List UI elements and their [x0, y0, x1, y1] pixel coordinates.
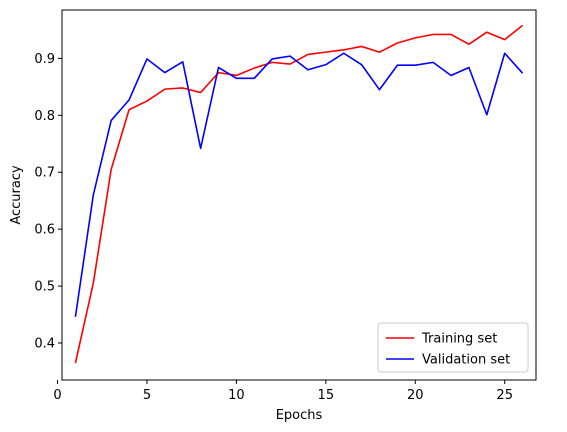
- x-tick-label: 20: [407, 388, 424, 403]
- y-tick-label: 0.6: [34, 223, 55, 238]
- plot-frame: [61, 9, 537, 381]
- y-tick-label: 0.7: [34, 166, 55, 181]
- x-tick-label: 5: [143, 388, 151, 403]
- x-tick-label: 15: [318, 388, 335, 403]
- y-tick-label: 0.4: [34, 337, 55, 352]
- legend-box: [377, 322, 529, 373]
- y-axis-label: Accuracy: [9, 165, 24, 225]
- legend-label: Validation set: [422, 353, 510, 368]
- x-tick-label: 10: [228, 388, 245, 403]
- series-line-validation: [74, 52, 524, 317]
- legend: Training set Validation set: [377, 322, 529, 373]
- legend-label: Training set: [421, 332, 497, 347]
- y-tick-label: 0.8: [34, 109, 55, 124]
- y-tick-label: 0.9: [34, 52, 55, 67]
- series-line-training: [74, 24, 524, 364]
- y-tick-label: 0.5: [34, 280, 55, 295]
- x-axis-ticks: 0 5 10 15 20 25: [53, 380, 513, 403]
- plot-lines: [74, 24, 524, 364]
- x-axis-label: Epochs: [276, 408, 323, 423]
- x-tick-label: 0: [53, 388, 61, 403]
- y-axis-ticks: 0.4 0.5 0.6 0.7 0.8 0.9: [34, 52, 62, 352]
- x-tick-label: 25: [496, 388, 513, 403]
